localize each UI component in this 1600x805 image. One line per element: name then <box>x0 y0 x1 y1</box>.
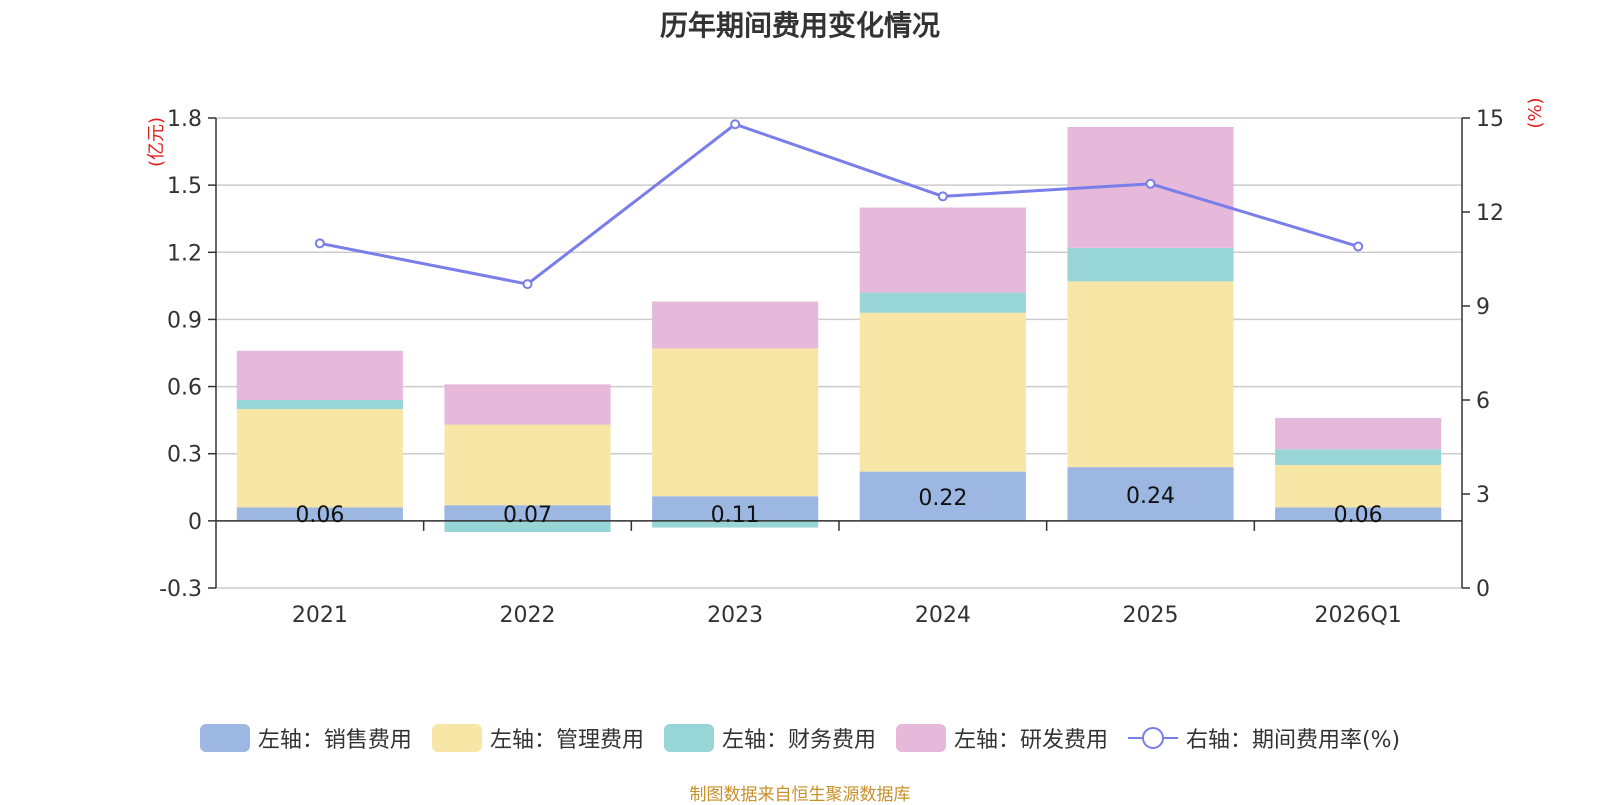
legend-swatch-rd <box>895 724 946 752</box>
chart-title: 历年期间费用变化情况 <box>659 9 940 42</box>
bar-sales <box>652 496 819 521</box>
legend-item-finance[interactable]: 左轴：财务费用 <box>663 722 876 754</box>
bar-finance <box>236 400 403 409</box>
legend-label-expense-rate: 右轴：期间费用率(%) <box>1185 728 1401 753</box>
right-axis-tick-label: 3 <box>1476 483 1490 508</box>
left-axis-tick-label: 0.6 <box>167 376 202 401</box>
data-label-sales: 0.06 <box>1334 503 1383 528</box>
bar-rd <box>859 207 1026 293</box>
bar-sales <box>859 471 1026 521</box>
left-axis-tick-label: 1.2 <box>167 241 202 266</box>
bar-rd <box>236 350 403 400</box>
x-axis-tick-label: 2024 <box>915 603 971 628</box>
bar-admin <box>1275 464 1442 508</box>
left-axis-tick-label: 0.9 <box>167 308 202 333</box>
bar-admin <box>236 408 403 508</box>
legend-label-rd: 左轴：研发费用 <box>953 728 1108 753</box>
expense-rate-point <box>1353 241 1364 252</box>
left-axis-tick-label: 0 <box>188 510 202 535</box>
x-axis-tick-label: 2022 <box>500 603 556 628</box>
expense-rate-point <box>937 191 948 202</box>
data-label-sales: 0.06 <box>295 503 344 528</box>
x-axis-tick-label: 2025 <box>1123 603 1179 628</box>
legend-label-finance: 左轴：财务费用 <box>721 728 876 753</box>
bar-sales <box>444 505 611 521</box>
right-axis-tick-label: 6 <box>1476 389 1490 414</box>
x-axis-tick-label: 2021 <box>292 603 348 628</box>
bar-admin <box>652 348 819 497</box>
expense-rate-point <box>730 119 741 130</box>
bar-finance <box>444 520 611 533</box>
x-axis-tick-label: 2026Q1 <box>1315 603 1402 628</box>
x-axis-tick-label: 2023 <box>707 603 763 628</box>
legend-line-icon <box>1127 727 1178 749</box>
bar-finance <box>859 292 1026 313</box>
right-axis-tick-label: 15 <box>1476 107 1504 132</box>
left-axis-tick-label: 1.8 <box>167 107 202 132</box>
left-axis-unit-label: (亿元) <box>146 117 167 167</box>
data-label-sales: 0.11 <box>711 503 760 528</box>
expense-rate-point <box>522 279 533 290</box>
data-label-sales: 0.24 <box>1126 484 1175 509</box>
bar-finance <box>1067 247 1234 282</box>
bar-sales <box>1067 467 1234 521</box>
bar-finance <box>652 520 819 528</box>
legend-label-admin: 左轴：管理费用 <box>489 728 644 753</box>
data-label-sales: 0.22 <box>918 486 967 511</box>
data-label-sales: 0.07 <box>503 503 552 528</box>
bar-finance <box>1275 449 1442 465</box>
legend-swatch-finance <box>663 724 714 752</box>
legend-item-rd[interactable]: 左轴：研发费用 <box>895 722 1108 754</box>
legend-item-expense-rate[interactable]: 右轴：期间费用率(%) <box>1127 722 1401 754</box>
legend-item-admin[interactable]: 左轴：管理费用 <box>431 722 644 754</box>
bar-admin <box>444 424 611 506</box>
legend-label-sales: 左轴：销售费用 <box>257 728 412 753</box>
left-axis-tick-label: 0.3 <box>167 443 202 468</box>
bar-sales <box>1275 507 1442 521</box>
legend-item-sales[interactable]: 左轴：销售费用 <box>199 722 412 754</box>
bar-rd <box>444 384 611 425</box>
expense-rate-point <box>1145 178 1156 189</box>
data-source-note: 制图数据来自恒生聚源数据库 <box>689 785 911 805</box>
legend-swatch-sales <box>199 724 250 752</box>
expense-rate-line <box>319 122 1359 286</box>
legend: 左轴：销售费用 左轴：管理费用 左轴：财务费用 左轴：研发费用 右轴：期间费用率… <box>0 722 1600 754</box>
expense-rate-point <box>314 238 325 249</box>
legend-swatch-admin <box>431 724 482 752</box>
bar-rd <box>1275 417 1442 450</box>
left-axis-tick-label: 1.5 <box>167 174 202 199</box>
bar-sales <box>236 507 403 521</box>
right-axis-tick-label: 9 <box>1476 295 1490 320</box>
bar-admin <box>859 312 1026 472</box>
left-axis-tick-label: -0.3 <box>159 577 202 602</box>
bar-admin <box>1067 281 1234 468</box>
right-axis-tick-label: 0 <box>1476 577 1490 602</box>
right-axis-unit-label: (%) <box>1525 97 1546 128</box>
right-axis-tick-label: 12 <box>1476 201 1504 226</box>
bar-rd <box>652 301 819 349</box>
